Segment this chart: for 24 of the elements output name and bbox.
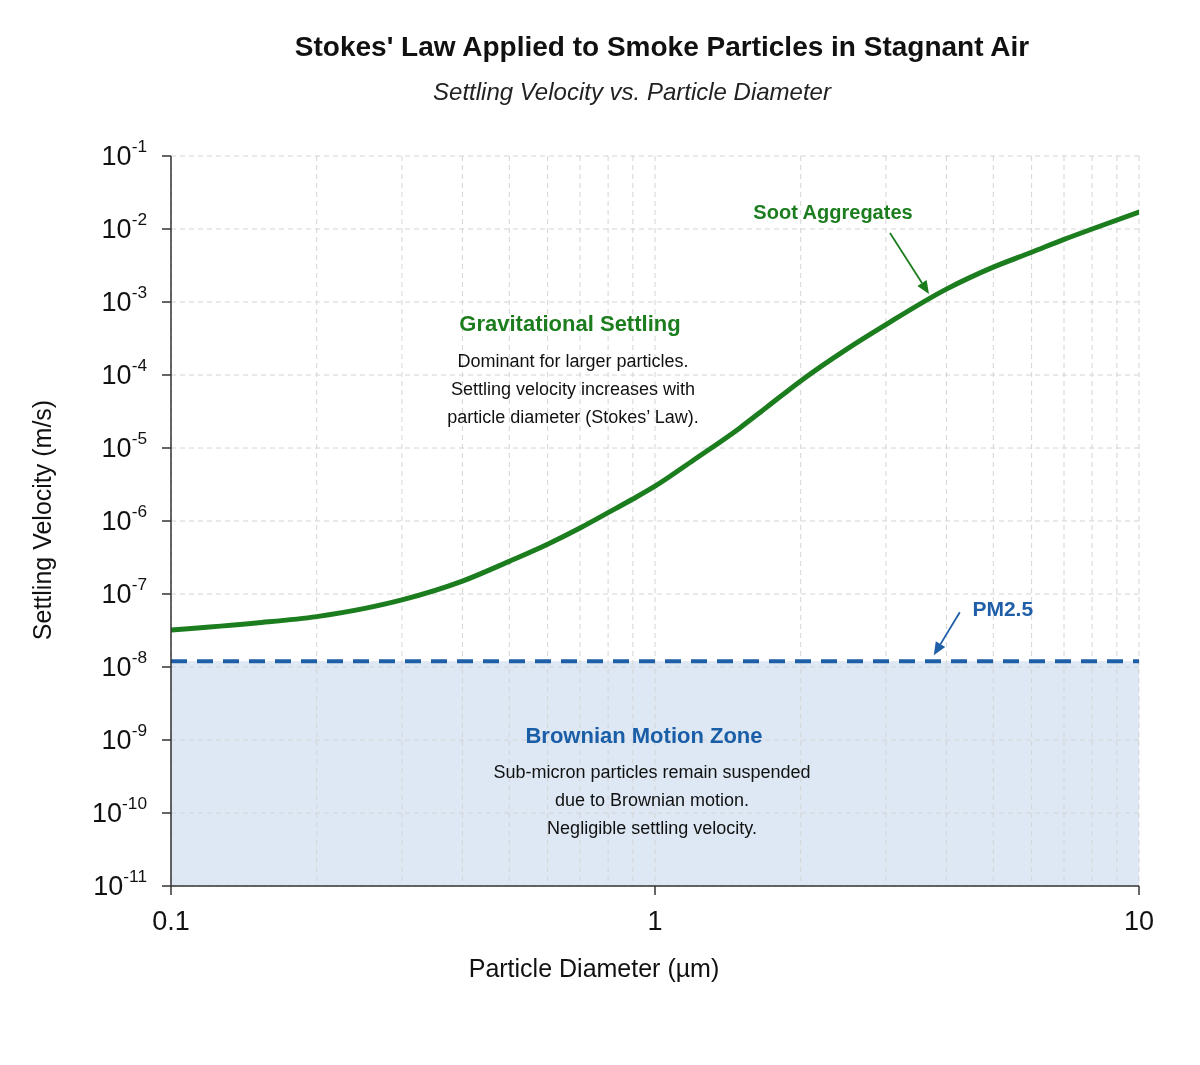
y-tick-label: 10$^{-11}$ xyxy=(93,866,147,901)
chart-title: Stokes' Law Applied to Smoke Particles in Stagnant Air xyxy=(294,30,1030,62)
y-tick-label: 10$^{-5}$ xyxy=(101,428,147,463)
x-tick-label: 1 xyxy=(647,906,663,936)
y-tick-label: 10$^{-3}$ xyxy=(101,282,147,317)
y-tick-label: 10$^{-8}$ xyxy=(101,647,147,682)
y-axis-title: Settling Velocity (m/s) xyxy=(28,399,56,641)
band-label: Brownian Motion Zone xyxy=(525,722,763,748)
y-tick-label: 10$^{-7}$ xyxy=(101,574,147,609)
x-axis-title: Particle Diameter (µm) xyxy=(468,954,720,982)
y-tick-label: 10$^{-10}$ xyxy=(91,793,147,828)
ref-line-label: PM2.5 xyxy=(972,596,1034,620)
y-tick-label: 10$^{-6}$ xyxy=(101,501,147,536)
annotation: Gravitational Settling xyxy=(459,310,681,336)
y-tick-label: 10$^{-2}$ xyxy=(101,209,147,244)
chart-subtitle: Settling Velocity vs. Particle Diameter xyxy=(433,77,832,105)
y-tick-label: 10$^{-1}$ xyxy=(101,136,147,171)
annotation: Soot Aggregates xyxy=(753,201,913,223)
y-tick-label: 10$^{-4}$ xyxy=(101,355,148,390)
annotation: Sub-micron particles remain suspended due to Brownian motion. Negligible settling velocity. xyxy=(493,762,811,838)
y-tick-label: 10$^{-9}$ xyxy=(101,720,147,755)
annotation: Dominant for larger particles. Settling velocity increases with particle diameter (Stokes’ Law). xyxy=(447,351,699,427)
x-tick-label: 0.1 xyxy=(152,906,190,936)
x-tick-label: 10 xyxy=(1123,906,1155,936)
